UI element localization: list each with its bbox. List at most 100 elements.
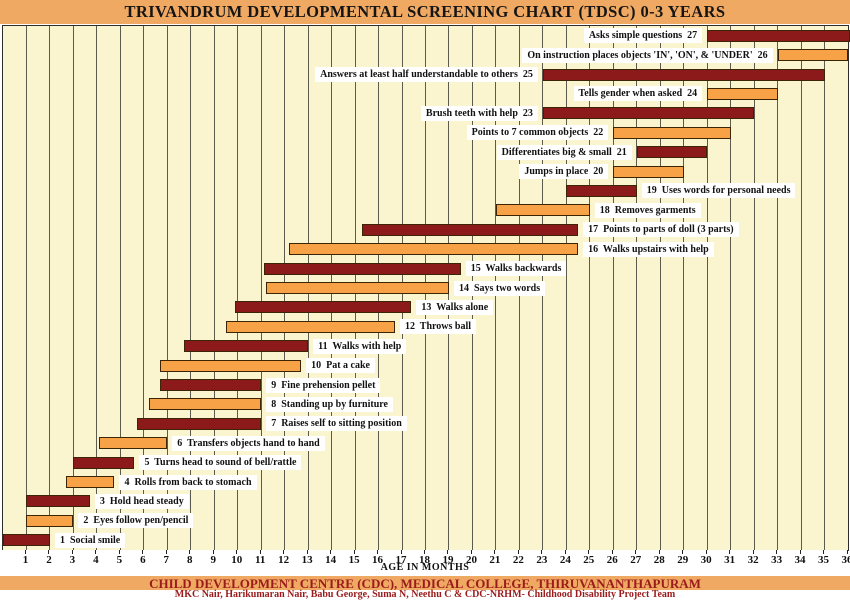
month-grid-line [730,26,732,550]
x-tick-label-9: 9 [210,554,217,566]
x-tick-label-11: 11 [254,554,266,566]
x-tick-label-15: 15 [348,554,360,566]
month-grid-line [753,26,755,550]
x-tick-label-19: 19 [442,554,454,566]
milestone-label-7: 7 Raises self to sitting position [266,416,407,432]
month-grid-line [706,26,708,550]
x-tick-mark [823,550,825,554]
milestone-bar-26 [777,49,848,62]
milestone-bar-9 [160,379,262,392]
x-tick-label-30: 30 [700,554,712,566]
milestone-label-24: Tells gender when asked 24 [573,86,703,102]
page-title: TRIVANDRUM DEVELOPMENTAL SCREENING CHART… [0,0,850,24]
x-tick-mark [799,550,801,554]
x-tick-mark [846,550,848,554]
x-tick-label-29: 29 [677,554,689,566]
month-grid-line [119,26,121,550]
milestone-label-19: 19 Uses words for personal needs [641,183,796,199]
x-tick-label-35: 35 [818,554,830,566]
milestone-bar-6 [99,437,168,450]
x-tick-label-12: 12 [278,554,290,566]
x-tick-mark [682,550,684,554]
x-tick-label-22: 22 [512,554,524,566]
x-tick-mark [611,550,613,554]
milestone-bar-22 [613,126,731,139]
x-tick-label-4: 4 [93,554,99,566]
x-tick-mark [400,550,402,554]
milestone-bar-24 [707,87,778,100]
month-grid-line [448,26,450,550]
footer-institution: CHILD DEVELOPMENT CENTRE (CDC), MEDICAL … [0,576,850,591]
x-tick-mark [752,550,754,554]
x-axis: 1 2 3 4 5 6 7 8 9 10 11 12 13 14 15 16 17 18 19 20 21 22 23 24 2… [2,550,850,576]
month-grid-line [824,26,826,550]
x-tick-mark [118,550,120,554]
milestone-label-3: 3 Hold head steady [94,493,189,509]
milestone-label-2: 2 Eyes follow pen/pencil [78,513,194,529]
month-grid-line [260,26,262,550]
milestone-bar-12 [225,320,395,333]
x-tick-label-36: 36 [841,554,850,566]
x-tick-label-27: 27 [630,554,642,566]
x-tick-mark [705,550,707,554]
month-grid-line [777,26,779,550]
x-tick-label-21: 21 [489,554,501,566]
month-grid-line [190,26,192,550]
milestone-bar-5 [73,456,135,469]
x-tick-label-18: 18 [419,554,430,566]
month-grid-line [143,26,145,550]
x-tick-mark [24,550,26,554]
x-tick-label-16: 16 [372,554,384,566]
milestone-label-17: 17 Points to parts of doll (3 parts) [583,222,739,238]
footer-authors: MKC Nair, Harikumaran Nair, Babu George,… [0,590,850,600]
milestone-label-22: Points to 7 common objects 22 [466,125,609,141]
milestone-bar-23 [542,107,755,120]
milestone-bar-27 [707,29,850,42]
x-tick-label-20: 20 [465,554,477,566]
milestone-label-16: 16 Walks upstairs with help [583,241,714,257]
x-tick-mark [776,550,778,554]
milestone-label-13: 13 Walks alone [416,299,494,315]
milestone-bar-4 [66,476,115,489]
x-tick-mark [635,550,637,554]
milestone-bar-15 [263,262,461,275]
month-grid-line [589,26,591,550]
x-tick-label-5: 5 [116,554,123,566]
x-axis-label: AGE IN MONTHS [380,562,470,573]
milestone-label-21: Differentiates big & small 21 [496,144,632,160]
month-grid-line [636,26,638,550]
milestone-bar-20 [613,165,684,178]
x-tick-mark [353,550,355,554]
milestone-label-18: 18 Removes garments [594,202,701,218]
x-tick-label-3: 3 [69,554,76,566]
x-tick-label-34: 34 [794,554,806,566]
x-tick-mark [564,550,566,554]
milestone-bar-14 [265,282,449,294]
milestone-bar-17 [362,223,579,236]
x-tick-label-8: 8 [187,554,193,566]
milestone-label-11: 11 Walks with help [313,338,407,354]
month-grid-line [800,26,802,550]
x-tick-label-33: 33 [771,554,783,566]
milestone-label-1: 1 Social smile [54,532,126,548]
x-tick-label-14: 14 [325,554,337,566]
milestone-bar-18 [495,204,590,217]
month-grid-line [96,26,98,550]
milestone-label-9: 9 Fine prehension pellet [266,377,381,393]
milestone-label-27: Asks simple questions 27 [583,28,703,44]
x-tick-label-24: 24 [559,554,571,566]
month-grid-line [166,26,168,550]
x-tick-mark [259,550,261,554]
x-tick-mark [517,550,519,554]
milestone-bar-21 [636,146,708,159]
plot-area: 1 Social smile 2 Eyes follow pen/pencil 3 … [2,25,850,551]
month-grid-line [25,26,27,550]
milestone-label-12: 12 Throws ball [399,319,477,335]
milestone-bar-1 [3,534,50,547]
month-grid-line [612,26,614,550]
milestone-label-14: 14 Says two words [453,280,546,296]
milestone-bar-16 [289,243,579,256]
x-tick-label-10: 10 [231,554,243,566]
month-grid-line [237,26,239,550]
x-tick-label-28: 28 [653,554,665,566]
